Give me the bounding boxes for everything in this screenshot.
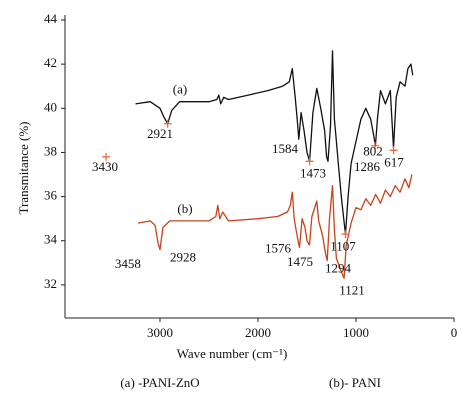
annotation: 2921: [147, 126, 173, 141]
peak-marker: [305, 157, 314, 166]
annotation: 802: [363, 143, 383, 158]
annotation: 1584: [272, 141, 299, 156]
y-tick-label: 32: [44, 276, 57, 291]
x-tick-label: 0: [451, 325, 458, 340]
annotation: 1294: [325, 260, 352, 275]
peak-marker: [371, 141, 380, 150]
annotation: (b): [177, 201, 192, 216]
y-axis-label: Transmitance (%): [16, 121, 31, 214]
y-tick-label: 40: [44, 99, 57, 114]
data-line: [137, 174, 413, 279]
annotation: (a): [173, 82, 187, 97]
x-tick-label: 2000: [245, 325, 271, 340]
x-tick-label: 3000: [147, 325, 173, 340]
y-tick-label: 42: [44, 55, 57, 70]
annotation: 1286: [354, 159, 381, 174]
annotation: 1121: [339, 282, 365, 297]
peak-marker: [102, 152, 111, 161]
legend-entry: (a) -PANI-ZnO: [120, 375, 199, 390]
data-line: [135, 50, 414, 235]
x-axis-label: Wave number (cm⁻¹): [177, 346, 288, 361]
annotation: 1475: [287, 254, 313, 269]
y-tick-label: 44: [44, 11, 58, 26]
y-tick-label: 38: [44, 143, 57, 158]
annotation: 3430: [92, 159, 118, 174]
annotation: 1473: [300, 166, 326, 181]
annotation: 617: [384, 154, 404, 169]
annotation: 3458: [115, 256, 141, 271]
annotation: 1576: [265, 241, 292, 256]
annotation: 1107: [330, 238, 356, 253]
peak-marker: [341, 230, 350, 239]
annotation: 2928: [170, 249, 196, 264]
legend-entry: (b)- PANI: [329, 375, 381, 390]
peak-marker: [163, 119, 172, 128]
y-tick-label: 36: [44, 188, 58, 203]
peak-marker: [389, 146, 398, 155]
x-tick-label: 1000: [343, 325, 369, 340]
y-tick-label: 34: [44, 232, 58, 247]
